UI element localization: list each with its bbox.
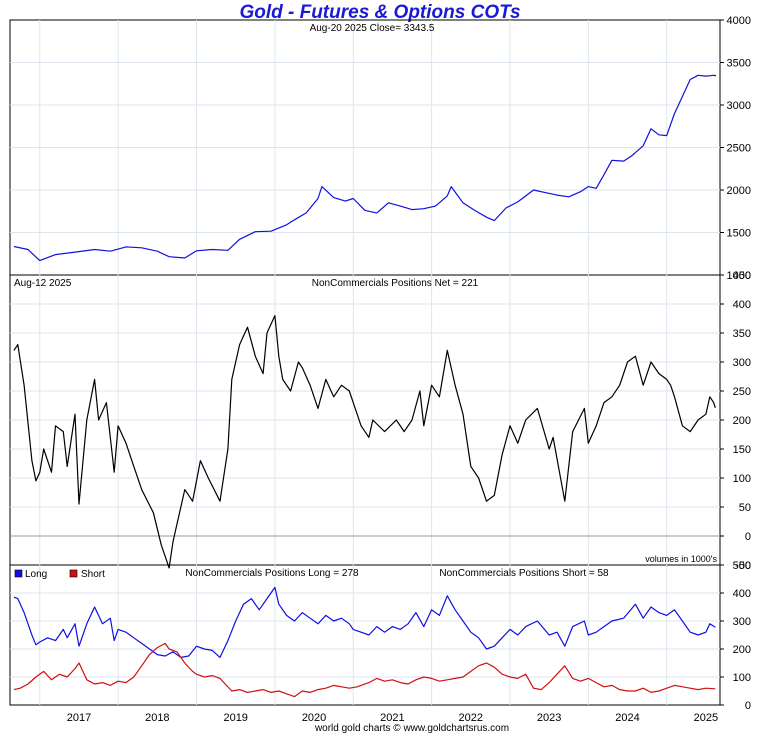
y-tick-label: -50 xyxy=(735,560,751,572)
y-tick-label: 200 xyxy=(733,415,751,427)
data-marks xyxy=(13,74,717,698)
legend-short-swatch xyxy=(69,569,78,578)
price-panel-header: Aug-20 2025 Close= 3343.5 xyxy=(310,23,435,34)
x-tick-label: 2020 xyxy=(302,712,326,724)
x-tick-label: 2023 xyxy=(537,712,561,724)
y-tick-label: 3000 xyxy=(727,100,751,112)
y-tick-label: 250 xyxy=(733,386,751,398)
volume-unit-note: volumes in 1000's xyxy=(645,554,717,564)
y-tick-label: 300 xyxy=(733,616,751,628)
x-tick-label: 2024 xyxy=(615,712,639,724)
footer-credit: world gold charts © www.goldchartsrus.co… xyxy=(314,723,509,734)
x-tick-label: 2017 xyxy=(67,712,91,724)
long-short-series-line-short xyxy=(13,642,716,698)
y-tick-label: 100 xyxy=(733,672,751,684)
y-tick-label: 500 xyxy=(733,560,751,572)
y-tick-label: 2500 xyxy=(727,143,751,155)
y-tick-label: 50 xyxy=(739,502,751,514)
legend-long-swatch xyxy=(14,569,23,578)
y-tick-label: 1500 xyxy=(727,228,751,240)
grid-lines xyxy=(10,20,720,705)
y-tick-label: 4000 xyxy=(727,15,751,27)
y-tick-label: 400 xyxy=(733,299,751,311)
x-tick-label: 2018 xyxy=(145,712,169,724)
x-tick-label: 2022 xyxy=(459,712,483,724)
net-panel-header: NonCommercials Positions Net = 221 xyxy=(312,278,479,289)
y-tick-label: 400 xyxy=(733,588,751,600)
x-tick-label: 2025 xyxy=(694,712,718,724)
net-date-label: Aug-12 2025 xyxy=(14,278,72,289)
x-tick-label: 2021 xyxy=(380,712,404,724)
legend-long-label: Long xyxy=(25,569,47,580)
short-positions-header: NonCommercials Positions Short = 58 xyxy=(439,568,609,579)
chart-title: Gold - Futures & Options COTs xyxy=(239,2,521,23)
x-tick-label: 2019 xyxy=(223,712,247,724)
long-short-panel-frame xyxy=(9,564,721,706)
y-tick-label: 2000 xyxy=(727,185,751,197)
net-series-line xyxy=(13,315,716,569)
y-tick-label: 350 xyxy=(733,328,751,340)
y-tick-label: 3500 xyxy=(727,58,751,70)
y-tick-label: 100 xyxy=(733,473,751,485)
y-tick-label: 1000 xyxy=(727,270,751,282)
long-short-series-line-long xyxy=(13,586,716,659)
y-tick-label: 0 xyxy=(745,700,751,712)
long-positions-header: NonCommercials Positions Long = 278 xyxy=(185,568,359,579)
price-series-line xyxy=(13,74,717,262)
y-tick-label: 450 xyxy=(733,270,751,282)
y-tick-label: 300 xyxy=(733,357,751,369)
axis-ticks: 2017 2018 2019 2020 2021 2022 2023 2024 20251000… xyxy=(67,15,751,724)
y-tick-label: 0 xyxy=(745,531,751,543)
legend-short-label: Short xyxy=(81,569,105,580)
y-tick-label: 150 xyxy=(733,444,751,456)
y-tick-label: 200 xyxy=(733,644,751,656)
